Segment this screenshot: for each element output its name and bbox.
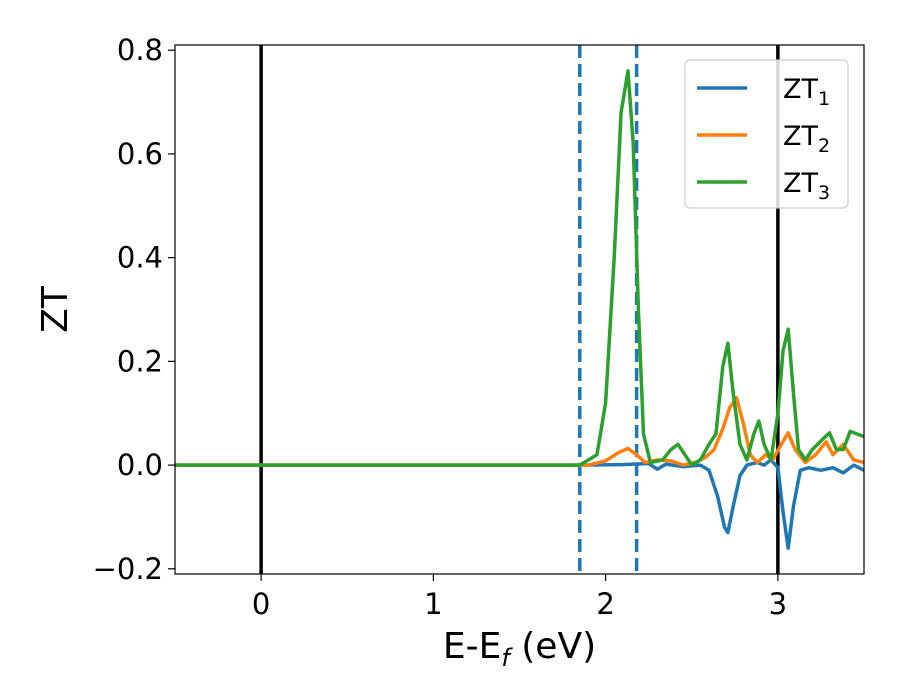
y-tick-label-5: 0.8 [117,33,163,67]
y-tick-label-3: 0.4 [117,241,163,275]
x-axis-label-unit: (eV) [510,626,596,667]
axis-ticks: 0 1 2 3 −0.2 0.0 0.2 0.4 0.6 0.8 [93,33,788,621]
x-tick-label-2: 2 [596,587,614,621]
x-tick-label-3: 3 [769,587,787,621]
y-tick-label-4: 0.6 [117,137,163,171]
series-line-zt2 [175,395,864,467]
legend-label-zt1: ZT1 [783,74,830,110]
series-line-zt1 [175,458,864,550]
x-tick-label-0: 0 [252,587,270,621]
legend-box [684,59,849,209]
y-tick-label-1: 0.0 [117,448,163,482]
x-axis-label-main: E-E [443,626,501,667]
legend-label-zt3: ZT3 [783,168,830,204]
x-axis-label: E-Ef (eV) [443,626,596,672]
y-tick-label-2: 0.2 [117,344,163,378]
legend: ZT1 ZT2 ZT3 [684,59,849,209]
y-axis-label: ZT [35,285,76,333]
plot-frame [174,44,865,575]
legend-label-zt2: ZT2 [783,121,830,157]
y-tick-label-0: −0.2 [93,552,163,586]
x-tick-label-1: 1 [424,587,442,621]
series-line-zt3 [175,69,864,467]
